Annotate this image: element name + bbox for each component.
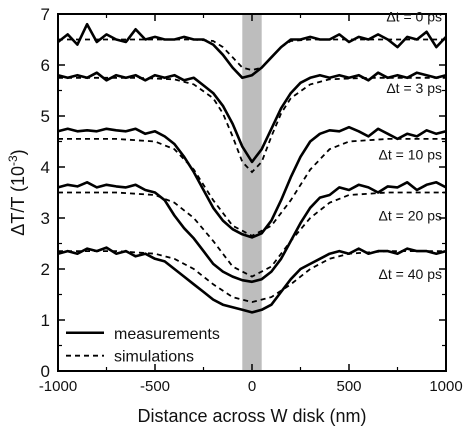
measurement-line-2 (57, 125, 447, 239)
y-tick-label: 5 (41, 107, 50, 126)
series-label-3: Δt = 20 ps (379, 207, 442, 223)
simulation-line-2 (58, 138, 446, 237)
series-layer (57, 22, 447, 314)
y-axis-label: ΔT/T (10-3) (6, 149, 28, 235)
legend-label-solid: measurements (114, 326, 220, 343)
y-tick-label: 2 (41, 260, 50, 279)
series-label-1: Δt = 3 ps (386, 80, 442, 96)
measurement-line-1 (57, 71, 447, 164)
series-labels-layer: Δt = 0 ps Δt = 3 ps Δt = 10 ps Δt = 20 ps Δt… (379, 9, 442, 283)
x-tick-label: 0 (248, 378, 256, 395)
y-tick-label: 1 (41, 311, 50, 330)
x-tick-label: -1000 (39, 378, 77, 395)
simulation-line-3 (58, 191, 446, 278)
y-tick-label: 4 (41, 158, 50, 177)
shaded-band (242, 14, 262, 371)
y-tick-label: 6 (41, 56, 50, 75)
measurement-line-0 (57, 22, 447, 80)
series-label-2: Δt = 10 ps (379, 146, 442, 162)
y-axis-label-main: ΔT/T (10 (8, 166, 28, 236)
measurement-line-4 (57, 246, 447, 314)
measurement-line-3 (57, 181, 447, 284)
y-tick-label: 7 (41, 5, 50, 24)
simulation-line-4 (58, 250, 446, 304)
y-axis-label-exponent: -3 (6, 155, 20, 166)
y-tick-label: 0 (41, 362, 50, 381)
y-tick-label: 3 (41, 209, 50, 228)
axes-layer: -1000 -500 0 500 1000 0 1 2 3 4 5 6 7 (39, 5, 463, 395)
x-tick-label: 500 (336, 378, 361, 395)
shaded-band-layer (242, 14, 262, 371)
x-axis-label: Distance across W disk (nm) (137, 406, 366, 426)
series-label-0: Δt = 0 ps (386, 9, 442, 25)
x-tick-label: 1000 (429, 378, 462, 395)
series-label-4: Δt = 40 ps (379, 266, 442, 282)
legend-label-dashed: simulations (114, 349, 194, 366)
x-tick-label: -500 (140, 378, 170, 395)
legend: measurements simulations (66, 326, 220, 366)
simulation-line-1 (58, 76, 446, 174)
y-axis-label-close: ) (8, 149, 28, 155)
